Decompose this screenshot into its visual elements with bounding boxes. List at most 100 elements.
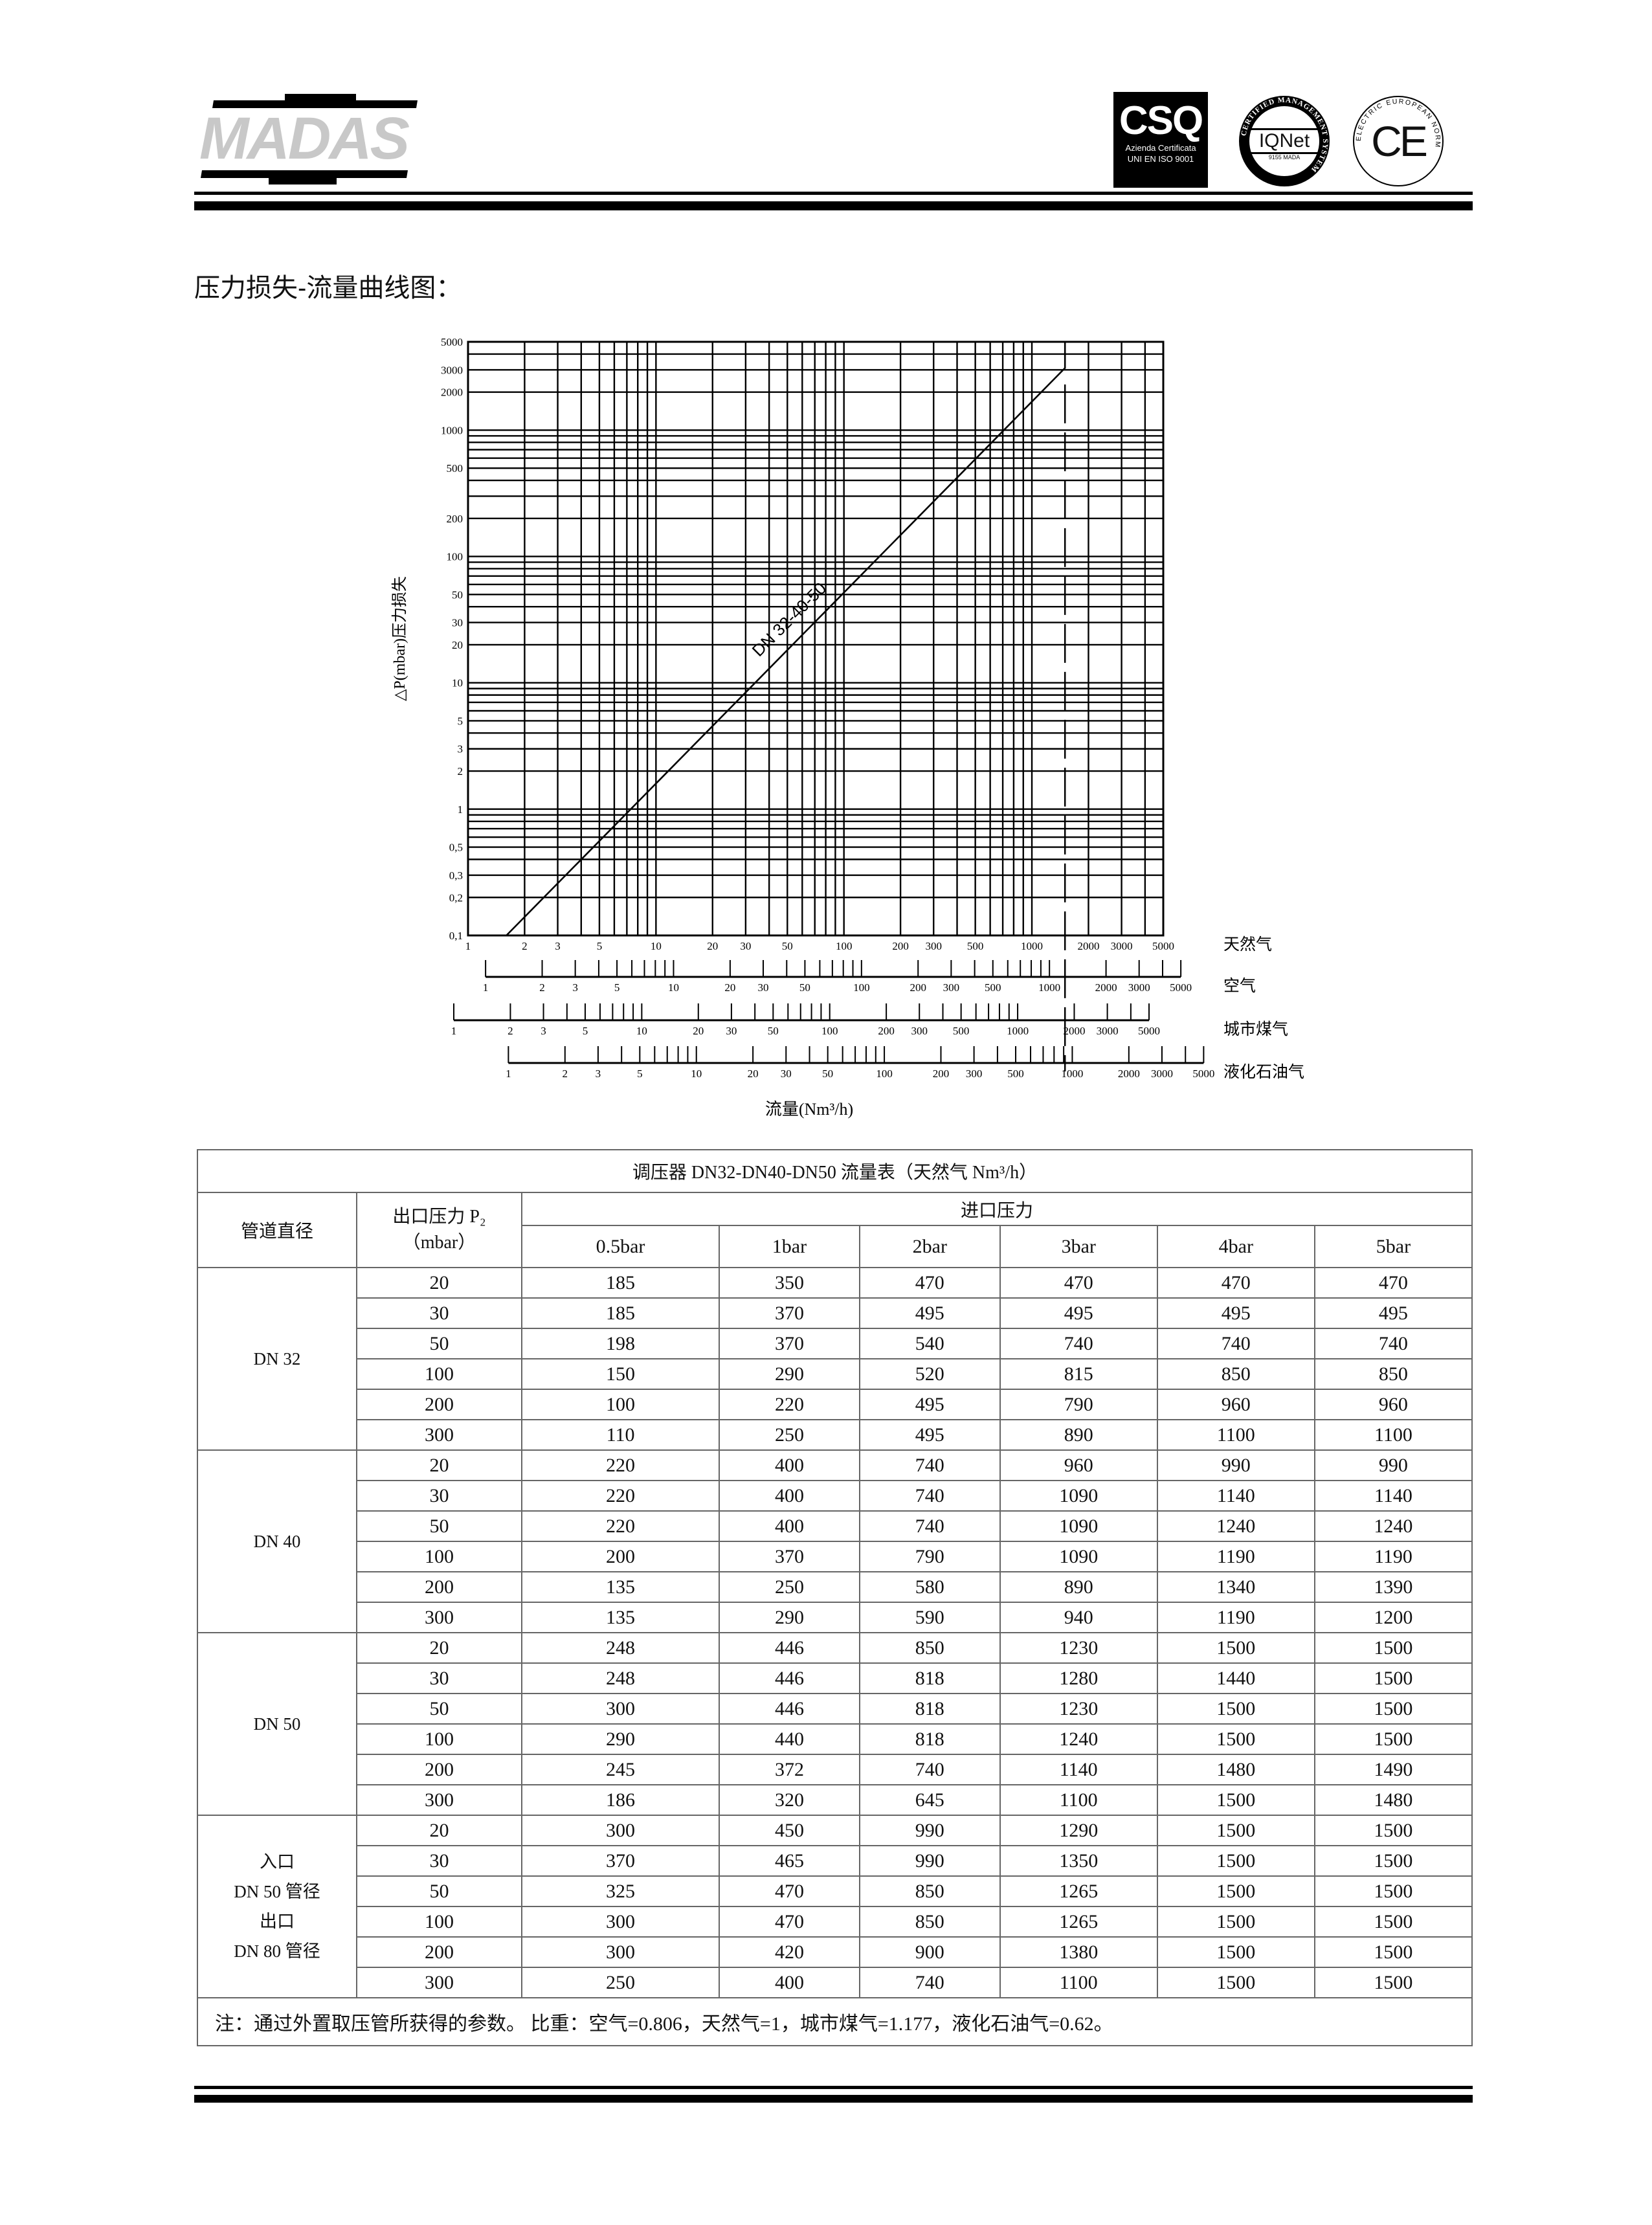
pipe-diameter-label: DN 40 [253, 1532, 301, 1551]
x-tick-label: 300 [943, 981, 960, 994]
table-title: 调压器 DN32-DN40-DN50 流量表（天然气 Nm³/h） [197, 1149, 1473, 1193]
pipe-diameter-label: DN 50 [253, 1714, 301, 1734]
flow-value-cell: 370 [520, 1845, 720, 1877]
flow-value-cell: 300 [520, 1936, 720, 1968]
flow-value-cell: 1140 [1156, 1480, 1315, 1512]
table-row: 300 135 290 590 940 1190 1200 [197, 1602, 1473, 1633]
x-tick-label: 5 [583, 1025, 588, 1037]
gas-scale-name: 城市煤气 [1223, 1020, 1288, 1038]
table-row: 200 245 372 740 1140 1480 1490 [197, 1754, 1473, 1785]
table-row: 100 150 290 520 815 850 850 [197, 1358, 1473, 1390]
flow-value-cell: 1230 [999, 1632, 1158, 1664]
flow-value-cell: 645 [858, 1784, 1001, 1816]
x-tick-label: 2000 [1063, 1025, 1085, 1037]
flow-value-cell: 990 [858, 1815, 1001, 1846]
gas-scale-name: 空气 [1223, 977, 1256, 995]
x-tick-label: 5 [597, 940, 603, 952]
flow-value-cell: 1500 [1313, 1936, 1473, 1968]
outlet-pressure-cell: 100 [356, 1358, 522, 1390]
table-row: 100 200 370 790 1090 1190 1190 [197, 1541, 1473, 1572]
ce-ring-text-svg: ELECTRIC EUROPEAN NORM [1355, 98, 1440, 149]
pipe-diameter-cell: 入口 DN 50 管径 出口 DN 80 管径 [197, 1815, 357, 1998]
flow-value-cell: 400 [719, 1510, 860, 1542]
pipe-diameter-label: DN 50 管径 [234, 1882, 320, 1901]
x-tick-label: 2 [563, 1068, 568, 1080]
pipe-diameter-cell: DN 32 [197, 1267, 357, 1451]
flow-value-cell: 740 [1156, 1328, 1315, 1359]
table-row: 30 185 370 495 495 495 495 [197, 1297, 1473, 1329]
x-tick-label: 200 [892, 940, 909, 952]
flow-value-cell: 740 [1313, 1328, 1473, 1359]
x-tick-label: 500 [1007, 1068, 1024, 1080]
y-tick-label: 20 [452, 639, 463, 651]
pipe-diameter-label: 入口 [260, 1852, 295, 1872]
flow-value-cell: 248 [520, 1662, 720, 1694]
x-tick-label: 2000 [1095, 981, 1117, 994]
flow-value-cell: 1500 [1313, 1693, 1473, 1725]
x-tick-label: 1000 [1038, 981, 1060, 994]
flow-value-cell: 220 [719, 1389, 860, 1420]
x-tick-label: 5000 [1152, 940, 1174, 952]
header-inlet-pressure: 进口压力 [521, 1192, 1473, 1226]
flow-value-cell: 1090 [999, 1510, 1158, 1542]
flow-value-cell: 495 [858, 1297, 1001, 1329]
x-tick-label: 50 [768, 1025, 779, 1037]
outlet-pressure-cell: 300 [356, 1602, 522, 1633]
flow-value-cell: 960 [1156, 1389, 1315, 1420]
x-tick-label: 10 [636, 1025, 647, 1037]
x-tick-label: 2000 [1118, 1068, 1140, 1080]
flow-value-cell: 135 [520, 1602, 720, 1633]
table-row: DN 50 20 248 446 850 1230 1500 1500 [197, 1632, 1473, 1816]
flow-value-cell: 1480 [1156, 1754, 1315, 1785]
flow-table: 调压器 DN32-DN40-DN50 流量表（天然气 Nm³/h） 管道直径 出口压… [197, 1149, 1473, 2046]
flow-value-cell: 290 [719, 1602, 860, 1633]
y-tick-label: 5000 [441, 336, 463, 348]
flow-value-cell: 1240 [1313, 1510, 1473, 1542]
gas-scale-name: 液化石油气 [1223, 1063, 1304, 1081]
outlet-pressure-cell: 100 [356, 1723, 522, 1755]
y-tick-label: 200 [447, 513, 463, 525]
flow-value-cell: 1500 [1156, 1632, 1315, 1664]
flow-value-cell: 1190 [1156, 1541, 1315, 1572]
outlet-pressure-cell: 300 [356, 1419, 522, 1451]
footer-rule-thin [194, 2086, 1473, 2089]
flow-value-cell: 1500 [1156, 1723, 1315, 1755]
table-row: 50 300 446 818 1230 1500 1500 [197, 1693, 1473, 1725]
header-inlet-4: 4bar [1156, 1225, 1315, 1268]
table-row: 300 186 320 645 1100 1500 1480 [197, 1784, 1473, 1816]
table-row: 30 370 465 990 1350 1500 1500 [197, 1845, 1473, 1877]
pipe-diameter-cell: DN 40 [197, 1449, 357, 1633]
outlet-pressure-cell: 20 [356, 1632, 522, 1664]
x-tick-label: 1000 [1007, 1025, 1029, 1037]
table-row: 100 290 440 818 1240 1500 1500 [197, 1723, 1473, 1755]
outlet-pressure-cell: 200 [356, 1936, 522, 1968]
flow-value-cell: 890 [999, 1571, 1158, 1603]
x-tick-label: 2 [539, 981, 545, 994]
table-note: 注：通过外置取压管所获得的参数。 比重：空气=0.806，天然气=1，城市煤气=… [197, 1997, 1473, 2046]
flow-value-cell: 1230 [999, 1693, 1158, 1725]
header-outlet-pressure-line2: （mbar） [402, 1233, 476, 1253]
header-outlet-pressure: 出口压力 P₂ （mbar） [356, 1192, 522, 1268]
flow-value-cell: 440 [719, 1723, 860, 1755]
y-tick-label: 2 [458, 765, 463, 777]
y-tick-label: 30 [452, 617, 463, 629]
x-tick-label: 1000 [1061, 1068, 1083, 1080]
x-tick-label: 200 [878, 1025, 895, 1037]
y-tick-label: 10 [452, 677, 463, 689]
flow-value-cell: 1240 [1156, 1510, 1315, 1542]
flow-value-cell: 1290 [999, 1815, 1158, 1846]
iqnet-ring-text-svg: CERTIFIED MANAGEMENT SYSTEM [1240, 96, 1328, 174]
x-tick-label: 1 [451, 1025, 457, 1037]
x-tick-label: 5 [614, 981, 620, 994]
flow-value-cell: 290 [520, 1723, 720, 1755]
header-inlet-1: 1bar [719, 1225, 860, 1268]
x-tick-label: 20 [724, 981, 735, 994]
pipe-diameter-cell: DN 50 [197, 1632, 357, 1816]
flow-value-cell: 1500 [1313, 1632, 1473, 1664]
flow-value-cell: 1500 [1313, 1845, 1473, 1877]
header-inlet-0: 0.5bar [520, 1225, 720, 1268]
flow-value-cell: 1500 [1156, 1875, 1315, 1907]
pressure-loss-flow-chart: 0,1 0,2 0,3 0,5 1 2 3 5 10 20 30 50 100 200 500 1000 200… [391, 336, 1304, 1119]
pipe-diameter-label: DN 32 [253, 1349, 301, 1369]
x-tick-label: 200 [910, 981, 926, 994]
